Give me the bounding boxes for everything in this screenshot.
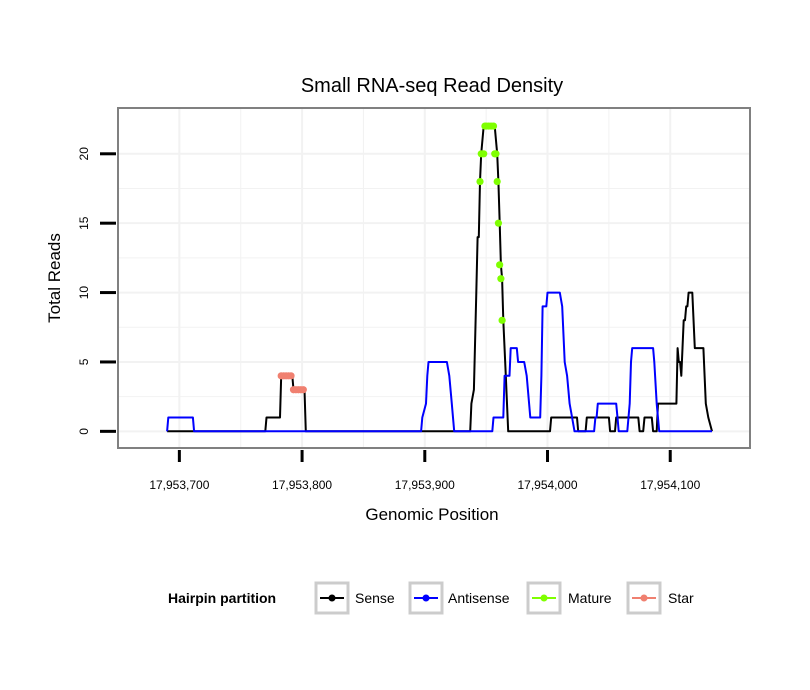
mature-point [497, 275, 505, 283]
legend-title: Hairpin partition [168, 590, 276, 606]
star-point [299, 386, 307, 394]
x-tick-label: 17,953,900 [395, 478, 455, 492]
y-tick-label: 10 [77, 286, 91, 300]
legend-swatch-point-antisense [422, 594, 430, 602]
x-tick-label: 17,954,100 [640, 478, 700, 492]
x-tick-label: 17,954,000 [517, 478, 577, 492]
mature-point [476, 177, 484, 186]
plot-panel-border [117, 107, 751, 449]
antisense-series-line [166, 291, 712, 433]
x-tick-label: 17,953,700 [149, 478, 209, 492]
y-tick-label: 15 [77, 216, 91, 230]
legend-label-antisense: Antisense [448, 590, 510, 606]
legend-swatch-point-sense [328, 594, 336, 602]
mature-point [494, 219, 503, 227]
grid-layer [118, 108, 750, 448]
legend-label-sense: Sense [355, 590, 395, 606]
axis-layer: 17,953,700 17,953,800 17,953,900 17,954,000… [77, 147, 701, 492]
x-axis-title: Genomic Position [365, 505, 498, 524]
x-tick-label: 17,953,800 [272, 478, 332, 492]
chart-title: Small RNA-seq Read Density [301, 75, 563, 97]
mature-point [498, 316, 506, 324]
legend-swatch-point-mature [540, 594, 548, 602]
legend-label-mature: Mature [568, 590, 612, 606]
mature-point [492, 150, 500, 158]
mature-point [496, 261, 504, 269]
star-point [287, 372, 295, 380]
legend: Hairpin partition Sense Antisense Mature St… [168, 581, 694, 615]
y-tick-label: 0 [77, 428, 91, 435]
legend-label-star: Star [668, 590, 694, 606]
mature-point [480, 150, 488, 158]
y-tick-label: 20 [77, 147, 91, 161]
mature-point [489, 122, 498, 130]
legend-swatch-point-star [640, 594, 648, 602]
mature-point [493, 177, 501, 186]
y-axis-title: Total Reads [45, 233, 64, 323]
series-layer [166, 122, 713, 433]
y-tick-label: 5 [77, 358, 91, 365]
